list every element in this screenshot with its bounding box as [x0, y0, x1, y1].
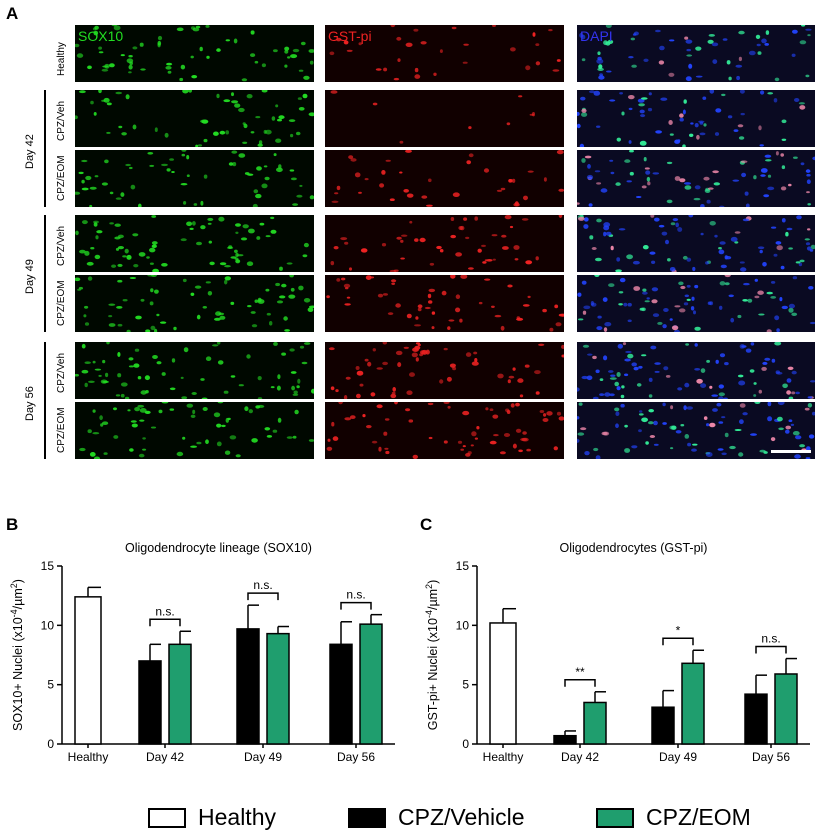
micrograph-1-0	[75, 90, 314, 147]
micrograph-3-1	[325, 215, 564, 272]
gstpi-bar-cpzeom-2	[681, 662, 705, 745]
scale-bar	[771, 450, 811, 453]
panel-letter-a: A	[6, 4, 19, 23]
gstpi-bar-cpzvehicle-3	[744, 693, 768, 745]
micrograph-2-0	[75, 150, 314, 207]
sox10-sig-label: n.s.	[346, 588, 365, 602]
legend-label-vehicle: CPZ/Vehicle	[398, 804, 525, 830]
micrograph-3-2	[577, 215, 815, 272]
legend-swatch-vehicle	[348, 808, 386, 828]
legend-item-eom: CPZ/EOM	[596, 804, 776, 832]
row-label-1: CPZ/Veh	[56, 100, 67, 141]
sox10-chart-title: Oligodendrocyte lineage (SOX10)	[125, 541, 312, 555]
gstpi-sig-bracket	[755, 645, 787, 654]
gstpi-y-tick-label: 15	[456, 559, 470, 573]
row-label-3: CPZ/Veh	[56, 225, 67, 266]
micrograph-1-2	[577, 90, 815, 147]
sox10-sig-label: n.s.	[155, 604, 174, 618]
legend-swatch-healthy	[148, 808, 186, 828]
sox10-y-tick-label: 15	[41, 559, 55, 573]
sox10-bar-healthy-0	[74, 596, 102, 745]
micrograph-6-2	[577, 402, 815, 459]
gstpi-x-tick-label: Day 42	[561, 750, 599, 764]
sox10-sig-bracket	[149, 618, 181, 627]
sox10-bar-chart: Oligodendrocyte lineage (SOX10) 0 5 10 15 SOX…	[9, 541, 395, 764]
legend-label-eom: CPZ/EOM	[646, 804, 751, 830]
day-label-2: Day 56	[24, 385, 36, 421]
sox10-bar-cpzeom-3	[359, 623, 383, 745]
sox10-y-tick-label: 5	[47, 678, 54, 692]
channel-label-sox10: SOX10	[78, 28, 124, 44]
gstpi-bar-cpzvehicle-2	[651, 706, 675, 745]
micrograph-5-2	[577, 342, 815, 399]
gstpi-sig-bracket	[662, 637, 694, 646]
day-bracket-2	[44, 342, 46, 459]
micrograph-1-1	[325, 90, 564, 147]
sox10-y-tick-label: 0	[47, 737, 54, 751]
gstpi-y-axis-label: GST-pi+ Nuclei (x10-4/µm2)	[424, 580, 440, 731]
micrograph-5-1	[325, 342, 564, 399]
micrograph-0-1: GST-pi	[325, 25, 564, 82]
sox10-bar-cpzeom-2	[266, 632, 290, 745]
row-label-4: CPZ/EOM	[56, 280, 67, 326]
legend-item-healthy: Healthy	[148, 804, 308, 832]
channel-label-gst-pi: GST-pi	[328, 28, 372, 44]
channel-label-dapi: DAPI	[580, 28, 613, 44]
gstpi-bar-chart: Oligodendrocytes (GST-pi) 0 5 10 15 GST-pi+ N…	[424, 541, 810, 764]
legend: Healthy CPZ/Vehicle CPZ/EOM	[0, 800, 829, 835]
sox10-y-axis-label: SOX10+ Nuclei (x10-4/µm2)	[9, 579, 25, 731]
micrograph-6-1	[325, 402, 564, 459]
sox10-sig-bracket	[340, 601, 372, 610]
sox10-x-tick-label: Day 42	[146, 750, 184, 764]
gstpi-sig-label: n.s.	[761, 632, 780, 646]
day-bracket-0	[44, 90, 46, 207]
gstpi-x-tick-label: Day 56	[752, 750, 790, 764]
sox10-bar-cpzvehicle-2	[236, 628, 260, 745]
gstpi-bar-healthy-0	[489, 622, 517, 745]
legend-label-healthy: Healthy	[198, 804, 276, 830]
micrograph-0-2: DAPI	[577, 25, 815, 82]
sox10-x-tick-label: Healthy	[68, 750, 109, 764]
day-label-0: Day 42	[24, 133, 36, 169]
micrograph-2-2	[577, 150, 815, 207]
legend-swatch-eom	[596, 808, 634, 828]
row-label-5: CPZ/Veh	[56, 352, 67, 393]
gstpi-y-tick-label: 0	[462, 737, 469, 751]
gstpi-y-tick-label: 10	[456, 618, 470, 632]
row-label-0: Healthy	[56, 42, 67, 76]
micrograph-0-0: SOX10	[75, 25, 314, 82]
day-label-1: Day 49	[24, 258, 36, 294]
micrograph-4-1	[325, 275, 564, 332]
gstpi-chart-title: Oligodendrocytes (GST-pi)	[560, 541, 708, 555]
micrograph-4-0	[75, 275, 314, 332]
panel-letter-b: B	[6, 515, 19, 534]
gstpi-x-tick-label: Day 49	[659, 750, 697, 764]
gstpi-sig-label: **	[575, 665, 585, 679]
micrograph-5-0	[75, 342, 314, 399]
sox10-y-tick-label: 10	[41, 618, 55, 632]
sox10-sig-bracket	[247, 592, 279, 601]
gstpi-y-tick-label: 5	[462, 678, 469, 692]
gstpi-sig-bracket	[564, 679, 596, 687]
row-label-2: CPZ/EOM	[56, 155, 67, 201]
sox10-sig-label: n.s.	[253, 578, 272, 592]
row-label-6: CPZ/EOM	[56, 407, 67, 453]
sox10-x-tick-label: Day 49	[244, 750, 282, 764]
sox10-bar-cpzeom-1	[168, 643, 192, 745]
micrograph-3-0	[75, 215, 314, 272]
panel-letter-c: C	[420, 515, 433, 534]
micrograph-6-0	[75, 402, 314, 459]
micrograph-2-1	[325, 150, 564, 207]
micrograph-4-2	[577, 275, 815, 332]
gstpi-sig-label: *	[676, 623, 681, 637]
gstpi-bar-cpzvehicle-1	[553, 734, 577, 745]
day-bracket-1	[44, 215, 46, 332]
gstpi-x-tick-label: Healthy	[483, 750, 524, 764]
sox10-bar-cpzvehicle-1	[138, 660, 162, 745]
gstpi-bar-cpzeom-3	[774, 673, 798, 745]
sox10-bar-cpzvehicle-3	[329, 643, 353, 745]
sox10-x-tick-label: Day 56	[337, 750, 375, 764]
gstpi-bar-cpzeom-1	[583, 701, 607, 745]
legend-item-vehicle: CPZ/Vehicle	[348, 804, 548, 832]
